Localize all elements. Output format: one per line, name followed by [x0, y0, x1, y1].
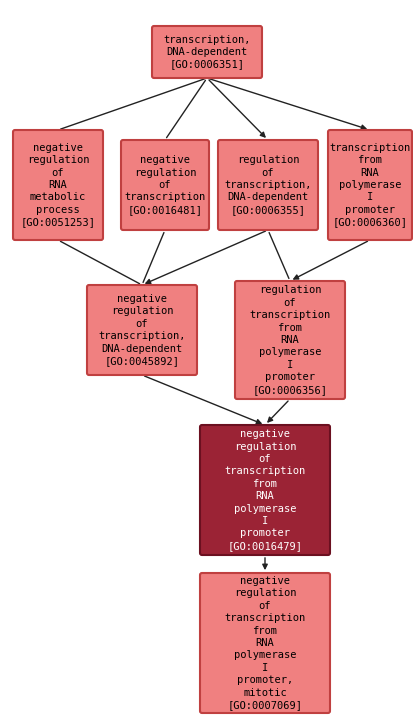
FancyBboxPatch shape [199, 425, 329, 555]
FancyBboxPatch shape [235, 281, 344, 399]
Text: negative
regulation
of
transcription,
DNA-dependent
[GO:0045892]: negative regulation of transcription, DN… [98, 294, 185, 366]
Text: negative
regulation
of
RNA
metabolic
process
[GO:0051253]: negative regulation of RNA metabolic pro… [21, 143, 95, 228]
FancyBboxPatch shape [327, 130, 411, 240]
Text: transcription
from
RNA
polymerase
I
promoter
[GO:0006360]: transcription from RNA polymerase I prom… [329, 143, 410, 228]
FancyBboxPatch shape [199, 573, 329, 713]
FancyBboxPatch shape [218, 140, 317, 230]
FancyBboxPatch shape [13, 130, 103, 240]
Text: transcription,
DNA-dependent
[GO:0006351]: transcription, DNA-dependent [GO:0006351… [163, 35, 250, 69]
Text: negative
regulation
of
transcription
from
RNA
polymerase
I
promoter
[GO:0016479]: negative regulation of transcription fro… [224, 429, 305, 551]
Text: regulation
of
transcription,
DNA-dependent
[GO:0006355]: regulation of transcription, DNA-depende… [224, 156, 311, 215]
FancyBboxPatch shape [121, 140, 209, 230]
Text: regulation
of
transcription
from
RNA
polymerase
I
promoter
[GO:0006356]: regulation of transcription from RNA pol… [249, 285, 330, 395]
FancyBboxPatch shape [152, 26, 261, 78]
Text: negative
regulation
of
transcription
from
RNA
polymerase
I
promoter,
mitotic
[GO: negative regulation of transcription fro… [224, 576, 305, 710]
FancyBboxPatch shape [87, 285, 197, 375]
Text: negative
regulation
of
transcription
[GO:0016481]: negative regulation of transcription [GO… [124, 156, 205, 215]
